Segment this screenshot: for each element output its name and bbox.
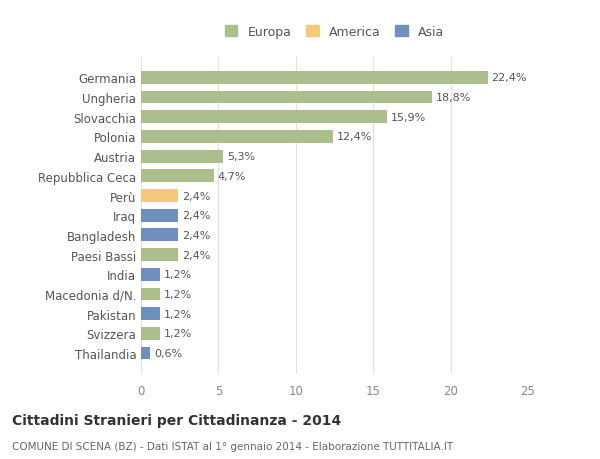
Text: 15,9%: 15,9% (391, 112, 426, 123)
Text: 1,2%: 1,2% (163, 289, 191, 299)
Bar (141, 190, 178, 202)
Bar (141, 347, 150, 360)
Text: 2,4%: 2,4% (182, 250, 211, 260)
Text: 12,4%: 12,4% (337, 132, 372, 142)
Text: 1,2%: 1,2% (163, 270, 191, 280)
Text: Cittadini Stranieri per Cittadinanza - 2014: Cittadini Stranieri per Cittadinanza - 2… (12, 414, 341, 428)
Bar (141, 131, 333, 144)
Text: COMUNE DI SCENA (BZ) - Dati ISTAT al 1° gennaio 2014 - Elaborazione TUTTITALIA.I: COMUNE DI SCENA (BZ) - Dati ISTAT al 1° … (12, 441, 453, 451)
Text: 2,4%: 2,4% (182, 230, 211, 241)
Bar (141, 170, 214, 183)
Text: 18,8%: 18,8% (436, 93, 471, 103)
Text: 22,4%: 22,4% (491, 73, 527, 83)
Text: 0,6%: 0,6% (154, 348, 182, 358)
Bar (141, 91, 432, 104)
Bar (141, 249, 178, 262)
Bar (141, 327, 160, 340)
Text: 1,2%: 1,2% (163, 329, 191, 339)
Bar (141, 229, 178, 242)
Text: 4,7%: 4,7% (218, 171, 246, 181)
Text: 1,2%: 1,2% (163, 309, 191, 319)
Text: 2,4%: 2,4% (182, 191, 211, 201)
Bar (141, 111, 387, 124)
Bar (141, 269, 160, 281)
Text: 5,3%: 5,3% (227, 152, 255, 162)
Text: 2,4%: 2,4% (182, 211, 211, 221)
Bar (141, 209, 178, 222)
Bar (141, 288, 160, 301)
Bar (141, 308, 160, 320)
Bar (141, 72, 488, 84)
Legend: Europa, America, Asia: Europa, America, Asia (225, 26, 444, 39)
Bar (141, 151, 223, 163)
